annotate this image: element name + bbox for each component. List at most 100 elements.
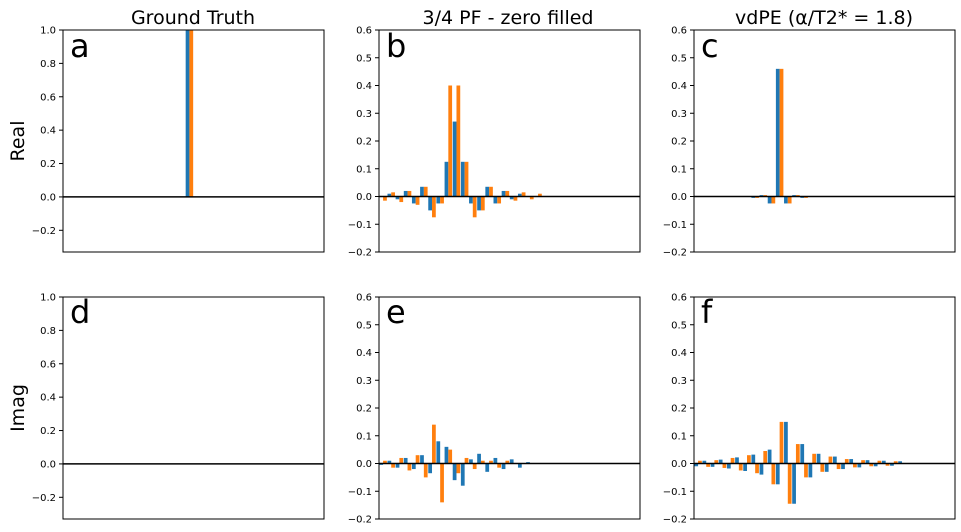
bar-e-series1-11 — [469, 459, 473, 464]
ytick-label-b-0: −0.2 — [348, 248, 372, 259]
bar-b-series1-8 — [444, 161, 449, 197]
row-label-real: Real — [7, 121, 29, 162]
column-title-vdpe: vdPE (α/T2* = 1.8) — [735, 7, 913, 29]
bar-b-series2-15 — [505, 190, 510, 197]
bar-b-series2-0 — [383, 196, 387, 201]
bar-f-series2-7 — [755, 463, 759, 474]
ytick-label-b-3: 0.1 — [356, 164, 372, 175]
ytick-label-b-7: 0.5 — [356, 53, 372, 64]
bar-e-series2-0 — [383, 460, 387, 464]
bar-e-series2-14 — [497, 463, 502, 468]
column-title-zero-filled: 3/4 PF - zero filled — [423, 7, 594, 29]
ytick-label-d-2: 0.2 — [40, 426, 56, 437]
plot-area-a: −0.2 0.0 0.2 0.4 0.6 0.8 1.0 — [32, 26, 325, 253]
bar-f-series1-17 — [832, 456, 837, 464]
ytick-label-f-6: 0.4 — [671, 348, 687, 359]
ytick-label-e-4: 0.2 — [356, 404, 372, 415]
bar-f-series2-23 — [885, 463, 890, 466]
bar-f-series2-8 — [763, 451, 768, 464]
bar-b-series2-18 — [529, 196, 534, 200]
bar-b-series1-14 — [493, 196, 498, 204]
bar-f-series2-3 — [722, 463, 727, 468]
bar-e-series2-1 — [391, 463, 395, 468]
panel-letter-d: d — [70, 293, 90, 331]
panel-letter-c: c — [701, 27, 719, 65]
bar-f-series1-19 — [849, 459, 854, 464]
bar-f-series1-12 — [792, 463, 796, 504]
bar-e-series2-7 — [440, 463, 444, 503]
ytick-label-b-6: 0.4 — [356, 81, 372, 92]
bar-b-series2-17 — [521, 192, 526, 197]
bar-e-series2-2 — [399, 457, 404, 464]
bar-a-series2-15 — [189, 30, 194, 197]
axes-frame-e — [378, 296, 641, 520]
bar-f-series2-18 — [844, 459, 849, 464]
bar-e-series1-17 — [517, 463, 522, 468]
ytick-label-d-1: 0.0 — [40, 459, 56, 470]
ytick-label-e-1: −0.1 — [348, 487, 372, 498]
ytick-label-d-4: 0.6 — [40, 359, 56, 370]
ytick-label-f-3: 0.1 — [671, 431, 687, 442]
plot-area-b: −0.2 −0.1 0.0 0.1 0.2 0.3 0.4 0.5 0.6 — [348, 26, 641, 259]
bar-b-series2-5 — [423, 186, 428, 197]
bar-b-series2-16 — [513, 196, 518, 201]
bar-b-series1-11 — [469, 196, 473, 204]
bar-a-series1-15 — [185, 30, 190, 197]
bar-b-series2-7 — [440, 196, 444, 204]
bar-e-series2-12 — [480, 460, 485, 464]
bar-e-series2-9 — [456, 463, 461, 474]
bar-f-series2-14 — [812, 453, 817, 464]
bar-e-series2-13 — [489, 460, 493, 464]
axes-frame-b — [378, 29, 641, 253]
ytick-label-b-5: 0.3 — [356, 109, 372, 120]
bar-f-series2-19 — [853, 463, 857, 468]
plot-area-d: −0.2 0.0 0.2 0.4 0.6 0.8 1.0 — [32, 293, 325, 520]
bar-e-series1-16 — [509, 459, 514, 464]
bar-b-series1-12 — [477, 196, 481, 211]
ytick-label-c-5: 0.3 — [671, 109, 687, 120]
bar-b-series2-14 — [497, 196, 502, 204]
bar-f-series2-5 — [738, 463, 743, 471]
ytick-label-d-6: 1.0 — [40, 293, 56, 304]
bar-b-series1-2 — [395, 196, 400, 200]
bar-b-series2-13 — [489, 186, 493, 197]
bar-e-series1-9 — [452, 463, 457, 481]
row-label-imag: Imag — [7, 384, 29, 432]
bar-f-series1-0 — [694, 463, 699, 467]
bar-f-series1-5 — [735, 457, 739, 464]
ytick-label-a-3: 0.4 — [40, 126, 56, 137]
axes-frame-d — [62, 296, 325, 520]
bar-b-series2-3 — [407, 190, 412, 197]
ytick-label-c-2: 0.0 — [671, 192, 687, 203]
ytick-label-e-0: −0.2 — [348, 515, 372, 526]
bar-b-series2-9 — [456, 85, 461, 197]
bar-e-series1-7 — [436, 441, 441, 464]
bar-e-series1-12 — [477, 453, 481, 464]
bar-b-series2-2 — [399, 196, 404, 203]
bar-f-series2-24 — [893, 461, 898, 464]
bar-f-series1-23 — [881, 460, 886, 464]
bar-e-series1-13 — [485, 463, 490, 472]
ytick-label-c-3: 0.1 — [671, 164, 687, 175]
ytick-label-a-4: 0.6 — [40, 92, 56, 103]
column-title-ground-truth: Ground Truth — [131, 7, 255, 29]
bar-f-series2-6 — [747, 455, 751, 464]
panel-letter-a: a — [70, 27, 90, 65]
bar-b-series2-12 — [480, 196, 485, 211]
bar-f-series1-9 — [767, 449, 772, 464]
bar-f-series2-13 — [804, 463, 808, 478]
bar-f-series2-0 — [698, 460, 702, 464]
bar-f-series2-9 — [771, 463, 776, 485]
bar-f-series1-11 — [784, 421, 788, 464]
axes-frame-f — [693, 296, 956, 520]
bar-e-series1-1 — [387, 460, 392, 464]
axes-frame-a — [62, 29, 325, 253]
bar-e-series2-11 — [472, 463, 477, 470]
bar-e-series1-15 — [501, 463, 506, 470]
bar-b-series1-15 — [501, 190, 506, 197]
panel-letter-e: e — [386, 293, 406, 331]
plot-area-e: −0.2 −0.1 0.0 0.1 0.2 0.3 0.4 0.5 0.6 — [348, 293, 641, 526]
bar-f-series1-7 — [751, 454, 756, 464]
bar-b-series2-19 — [538, 193, 542, 197]
bar-f-series1-2 — [710, 463, 715, 467]
